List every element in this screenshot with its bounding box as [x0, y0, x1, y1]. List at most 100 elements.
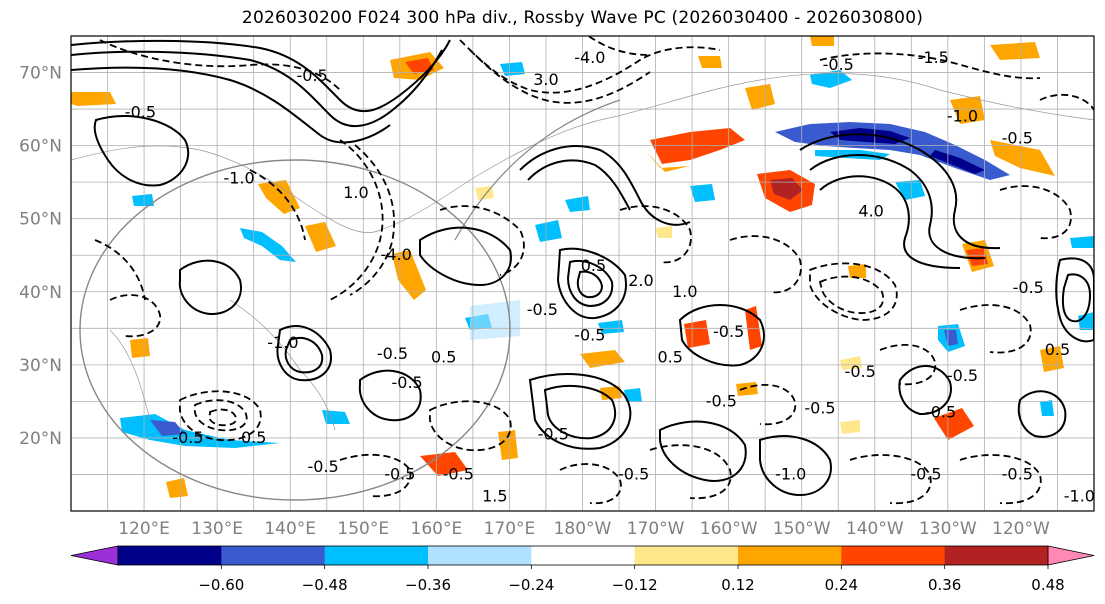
- contour-label: -0.5: [804, 399, 835, 418]
- shade-positive-strong: [684, 320, 710, 348]
- contour-label: -4.0: [381, 245, 412, 264]
- contours-positive: [71, 39, 1094, 497]
- contour-label: 1.0: [672, 282, 697, 301]
- contour-label: -1.0: [1064, 486, 1095, 505]
- colorbar-segment: [738, 546, 842, 565]
- colorbar-extend-max: [1047, 545, 1095, 566]
- contour-label: -0.5: [574, 326, 605, 345]
- contour-label: -0.5: [618, 464, 649, 483]
- shade-negative-light: [535, 220, 562, 242]
- shade-positive-strong: [934, 408, 974, 440]
- longitude-label: 150°E: [337, 519, 389, 539]
- longitude-label: 120°E: [118, 519, 170, 539]
- colorbar-tick-label: −0.12: [612, 576, 658, 594]
- longitude-label: 160°W: [700, 519, 758, 539]
- colorbar: −0.60 −0.48 −0.36 −0.24 −0.12 0.12 0.24 0.36 0.4…: [70, 545, 1095, 594]
- contour-label: -0.5: [947, 366, 978, 385]
- contour-label: -0.5: [706, 391, 737, 410]
- colorbar-segment: [324, 546, 429, 565]
- contour-label: 0.5: [431, 348, 456, 367]
- shade-positive-mid: [71, 92, 116, 106]
- shade-positive-pale: [840, 420, 860, 434]
- contour-label: 0.5: [1045, 340, 1070, 359]
- rossby-wave-packet-arc: [454, 99, 621, 241]
- contour-label: -0.5: [377, 344, 408, 363]
- shade-negative-light: [1040, 400, 1054, 416]
- shade-positive-mid: [848, 264, 866, 278]
- shade-positive-mid: [600, 386, 622, 400]
- colorbar-tick-label: −0.24: [508, 576, 554, 594]
- colorbar-segment: [118, 546, 222, 565]
- colorbar-segment: [531, 546, 636, 565]
- contours-negative: [94, 36, 1094, 505]
- colorbar-tick-label: −0.36: [405, 576, 451, 594]
- contour-label: 0.5: [657, 348, 682, 367]
- contour-label: -0.5: [925, 402, 956, 421]
- latitude-label: 20°N: [19, 429, 62, 449]
- longitude-label: 170°W: [627, 519, 685, 539]
- shade-positive-mid: [990, 140, 1055, 176]
- contour-label: -0.5: [125, 103, 156, 122]
- shade-positive-strong: [420, 452, 468, 476]
- contour-label: -0.5: [307, 457, 338, 476]
- shade-positive-mid: [392, 250, 426, 300]
- shade-positive-mid: [736, 382, 758, 396]
- shade-positive-strong: [405, 58, 434, 74]
- contour-label: -0.5: [297, 66, 328, 85]
- shade-positive-mid: [580, 350, 625, 368]
- shade-positive-mid: [258, 180, 300, 214]
- longitude-label: 170°E: [484, 519, 536, 539]
- contour-label: -0.5: [1013, 278, 1044, 297]
- longitude-label: 150°W: [773, 519, 831, 539]
- contour-label: -0.5: [443, 464, 474, 483]
- contour-label: -0.5: [1002, 128, 1033, 147]
- shade-positive-mid: [1040, 346, 1064, 372]
- contour-label: -0.5: [392, 373, 423, 392]
- longitude-labels: 120°E 130°E 140°E 150°E 160°E 170°E 180°W 170°W…: [118, 519, 1050, 539]
- colorbar-tick-label: 0.36: [928, 576, 961, 594]
- contour-labels: -1.0 1.0 -4.0 3.0 -4.0 -1.5 -0.5 -0.5 4.0 -1.0 -0.…: [125, 48, 1095, 505]
- longitude-label: 130°W: [919, 519, 977, 539]
- colorbar-segment: [634, 546, 739, 565]
- rossby-wave-packet-circle: [79, 159, 511, 501]
- shade-negative-light: [1070, 236, 1094, 248]
- contour-label: -1.0: [947, 106, 978, 125]
- contour-label: -0.5: [713, 322, 744, 341]
- contour-label: 0.5: [581, 256, 606, 275]
- shade-negative-core: [930, 150, 985, 174]
- contour-label: -4.0: [574, 48, 605, 67]
- contour-label: -0.5: [384, 464, 415, 483]
- colorbar-tick-label: 0.12: [721, 576, 754, 594]
- colorbar-frame: [117, 545, 1049, 566]
- shade-positive-mid: [498, 430, 518, 460]
- shade-positive-mid: [810, 36, 834, 46]
- shade-negative-light: [624, 388, 642, 402]
- contour-label: -0.5: [172, 428, 203, 447]
- colorbar-segment: [221, 546, 326, 565]
- latitude-labels: 70°N 60°N 50°N 40°N 30°N 20°N: [19, 64, 62, 449]
- contour-label: 0.5: [241, 428, 266, 447]
- longitude-label: 180°W: [554, 519, 612, 539]
- shade-positive-mid: [950, 96, 985, 124]
- shade-negative-light: [1078, 312, 1094, 330]
- colorbar-segment: [944, 546, 1049, 565]
- contour-label: -1.0: [775, 464, 806, 483]
- shade-negative-light: [132, 194, 154, 206]
- shade-negative-light: [810, 70, 852, 88]
- longitude-label: 140°E: [264, 519, 316, 539]
- contour-label: -0.5: [823, 55, 854, 74]
- contour-label: -0.5: [538, 424, 569, 443]
- shade-positive-mid: [698, 56, 722, 68]
- shade-negative-pale: [470, 300, 520, 340]
- latitude-label: 60°N: [19, 137, 62, 157]
- shade-positive-mid: [645, 150, 690, 172]
- shade-positive-strong: [966, 248, 988, 266]
- contour-label: -0.5: [1002, 464, 1033, 483]
- shade-negative-light: [598, 320, 624, 334]
- coastlines: [71, 73, 1094, 431]
- colorbar-tick-label: −0.48: [302, 576, 348, 594]
- latitude-label: 70°N: [19, 64, 62, 84]
- longitude-label: 130°E: [191, 519, 243, 539]
- contour-label: 3.0: [533, 70, 558, 89]
